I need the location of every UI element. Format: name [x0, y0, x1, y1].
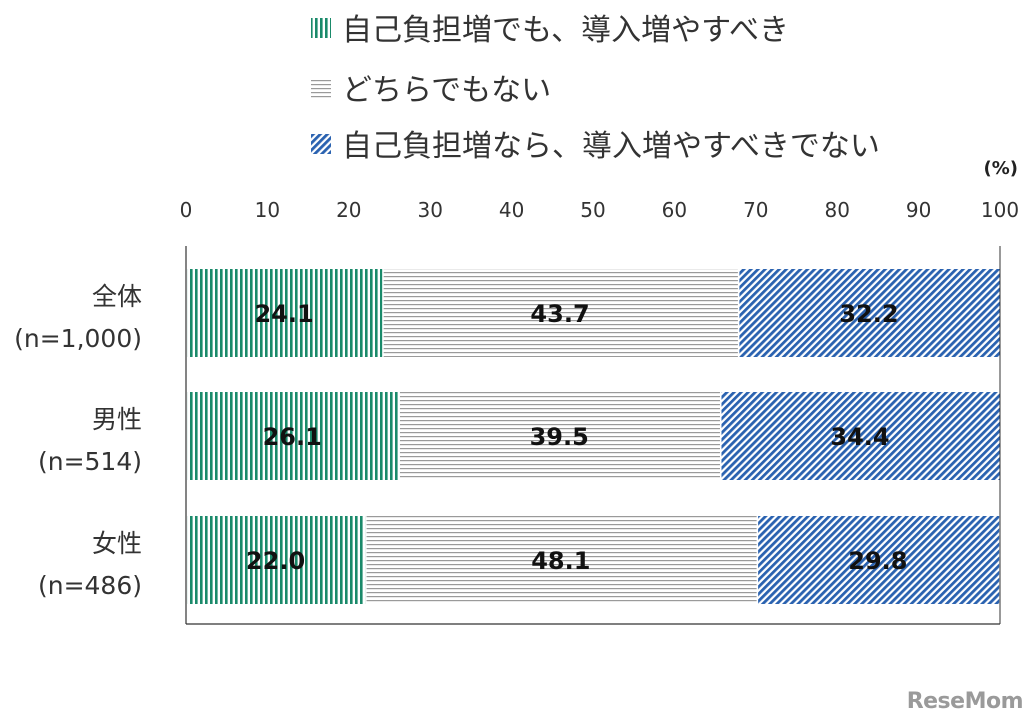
x-tick-label-60: 60	[662, 198, 687, 222]
bar-3-series-2	[366, 516, 757, 604]
bar-1-series-1	[187, 269, 383, 357]
x-tick-label-100: 100	[981, 198, 1019, 222]
bar-2-series-1	[187, 392, 399, 480]
data-label-1-2: 43.7	[530, 300, 589, 328]
legend-label-3: 自己負担増なら、導入増やすべきでない	[342, 129, 880, 164]
x-tick-label-40: 40	[499, 198, 524, 222]
axis-unit-label: (%)	[984, 158, 1019, 179]
x-tick-label-70: 70	[743, 198, 768, 222]
bar-3-series-1	[187, 516, 366, 604]
category-sample-3: (n=486)	[38, 571, 142, 600]
legend-swatch-2	[311, 78, 331, 98]
category-label-3: 女性	[92, 529, 142, 558]
x-axis: (%) 0 10 20 30 40 50 60 70 80 90 100	[180, 158, 1019, 222]
plot-frame	[185, 246, 1001, 625]
x-tick-label-0: 0	[180, 198, 193, 222]
data-label-2-2: 39.5	[530, 423, 589, 451]
x-tick-label-30: 30	[417, 198, 442, 222]
category-sample-1: (n=1,000)	[14, 324, 142, 353]
legend-swatch-1	[311, 18, 331, 38]
x-tick-label-20: 20	[336, 198, 361, 222]
bar-2-series-2	[399, 392, 720, 480]
legend-swatch-3	[311, 134, 331, 154]
legend-label-2: どちらでもない	[342, 73, 551, 108]
watermark-logo: ReseMom	[906, 689, 1024, 714]
data-label-2-1: 26.1	[263, 423, 322, 451]
legend-label-1: 自己負担増でも、導入増やすべき	[342, 13, 789, 48]
bar-2-series-3	[721, 392, 1000, 480]
data-label-3-3: 29.8	[848, 547, 907, 575]
data-label-1-3: 32.2	[839, 300, 898, 328]
x-tick-label-50: 50	[580, 198, 605, 222]
bar-1-series-3	[739, 269, 1000, 357]
x-tick-label-80: 80	[824, 198, 849, 222]
category-label-1: 全体	[92, 282, 142, 311]
data-label-1-1: 24.1	[254, 300, 313, 328]
bar-3-series-3	[758, 516, 1000, 604]
data-label-3-2: 48.1	[531, 547, 590, 575]
category-sample-2: (n=514)	[38, 447, 142, 476]
data-label-2-3: 34.4	[830, 423, 889, 451]
bars: 24.1 43.7 32.2 26.1 39.5 34.4 22.0 48.1 29.8	[187, 269, 1000, 604]
bar-1-series-2	[383, 269, 738, 357]
x-tick-label-90: 90	[906, 198, 931, 222]
category-label-2: 男性	[92, 405, 142, 434]
x-tick-label-10: 10	[255, 198, 280, 222]
category-labels: 全体 (n=1,000) 男性 (n=514) 女性 (n=486)	[14, 282, 142, 600]
data-label-3-1: 22.0	[246, 547, 305, 575]
